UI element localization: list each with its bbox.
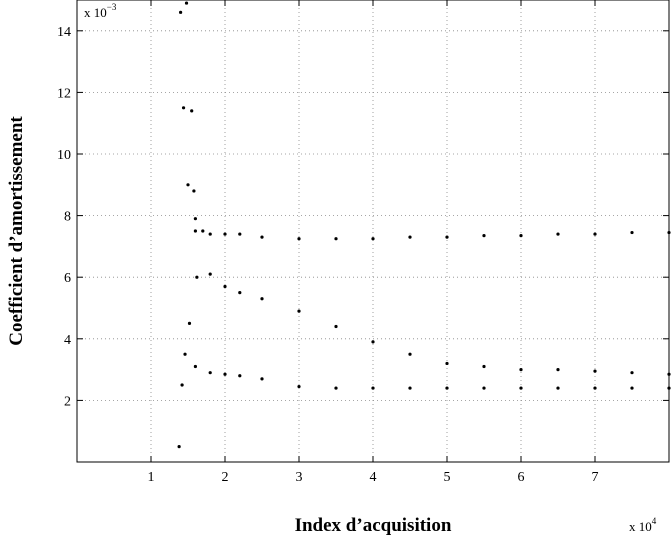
data-point [630, 386, 634, 390]
data-point [297, 384, 301, 389]
data-point [177, 445, 181, 449]
y-tick-label: 14 [57, 25, 71, 40]
series-1 [193, 217, 671, 241]
y-tick-label: 8 [64, 210, 71, 225]
x-tick-label: 4 [370, 470, 377, 485]
data-point [186, 183, 190, 187]
data-point [556, 368, 560, 372]
data-point [371, 386, 375, 390]
data-point [180, 383, 184, 387]
x-multiplier-exp: 4 [652, 516, 657, 526]
data-point [371, 340, 375, 344]
data-point [238, 374, 242, 378]
series-2 [193, 229, 671, 376]
grid-lines [77, 0, 669, 462]
x-tick-label: 1 [148, 470, 155, 485]
y-axis-title: Coefficient d’amortissement [6, 116, 27, 346]
data-point [297, 309, 301, 313]
y-tick-label: 10 [57, 148, 71, 163]
y-ticks: 2 4 6 8 10 12 14 [57, 25, 669, 409]
data-point [223, 232, 227, 236]
data-point [556, 232, 560, 236]
data-point [630, 371, 634, 375]
data-point [223, 284, 227, 289]
data-point [192, 189, 196, 193]
x-tick-label: 7 [592, 470, 599, 485]
data-point [482, 234, 486, 238]
data-point [193, 217, 197, 221]
y-multiplier-exp: −3 [107, 2, 117, 12]
data-point [593, 369, 597, 373]
x-tick-label: 3 [296, 470, 303, 485]
x-tick-label: 6 [518, 470, 525, 485]
data-point [593, 232, 597, 236]
series-4 [177, 1, 199, 449]
data-point [187, 321, 192, 325]
data-point [208, 232, 212, 236]
x-ticks: 1 2 3 4 5 6 7 [148, 0, 599, 485]
data-point [201, 229, 205, 233]
data-point [193, 229, 197, 233]
data-point [408, 386, 412, 390]
data-point [297, 237, 301, 241]
data-point [208, 371, 212, 375]
series-3 [193, 364, 671, 390]
data-point [260, 235, 264, 239]
y-multiplier-base: x 10 [84, 5, 107, 20]
data-point [408, 352, 412, 356]
data-point [184, 1, 189, 5]
data-point [260, 297, 264, 301]
x-axis-title: Index d’acquisition [295, 515, 452, 536]
data-point [223, 372, 227, 376]
data-point [179, 10, 183, 14]
data-point [334, 324, 338, 329]
data-point [183, 352, 187, 356]
data-point [260, 377, 264, 381]
data-point [556, 386, 560, 390]
y-tick-label: 2 [64, 394, 71, 409]
y-tick-label: 6 [64, 271, 71, 286]
data-point [445, 386, 449, 390]
data-point [334, 386, 338, 390]
data-point [408, 235, 412, 239]
data-point [193, 364, 197, 369]
data-point [445, 235, 449, 239]
data-point [519, 368, 523, 372]
y-multiplier: x 10−3 [84, 2, 117, 20]
data-point [238, 291, 242, 295]
data-point [334, 237, 338, 241]
data-point [181, 106, 186, 110]
y-tick-label: 4 [64, 333, 71, 348]
x-tick-label: 5 [444, 470, 451, 485]
x-multiplier: x 104 [629, 516, 657, 534]
data-point [519, 234, 523, 238]
data-point [482, 386, 486, 390]
data-point [445, 361, 449, 366]
data-point [238, 232, 242, 236]
data-point [593, 386, 597, 390]
data-point [208, 272, 212, 276]
data-point [371, 237, 375, 241]
data-point [630, 230, 634, 235]
x-multiplier-base: x 10 [629, 519, 652, 534]
data-point [190, 109, 194, 113]
data-point [519, 386, 523, 390]
data-point [195, 275, 199, 279]
data-points [177, 1, 671, 449]
x-tick-label: 2 [222, 470, 229, 485]
data-point [482, 364, 486, 369]
y-tick-label: 12 [57, 86, 71, 101]
